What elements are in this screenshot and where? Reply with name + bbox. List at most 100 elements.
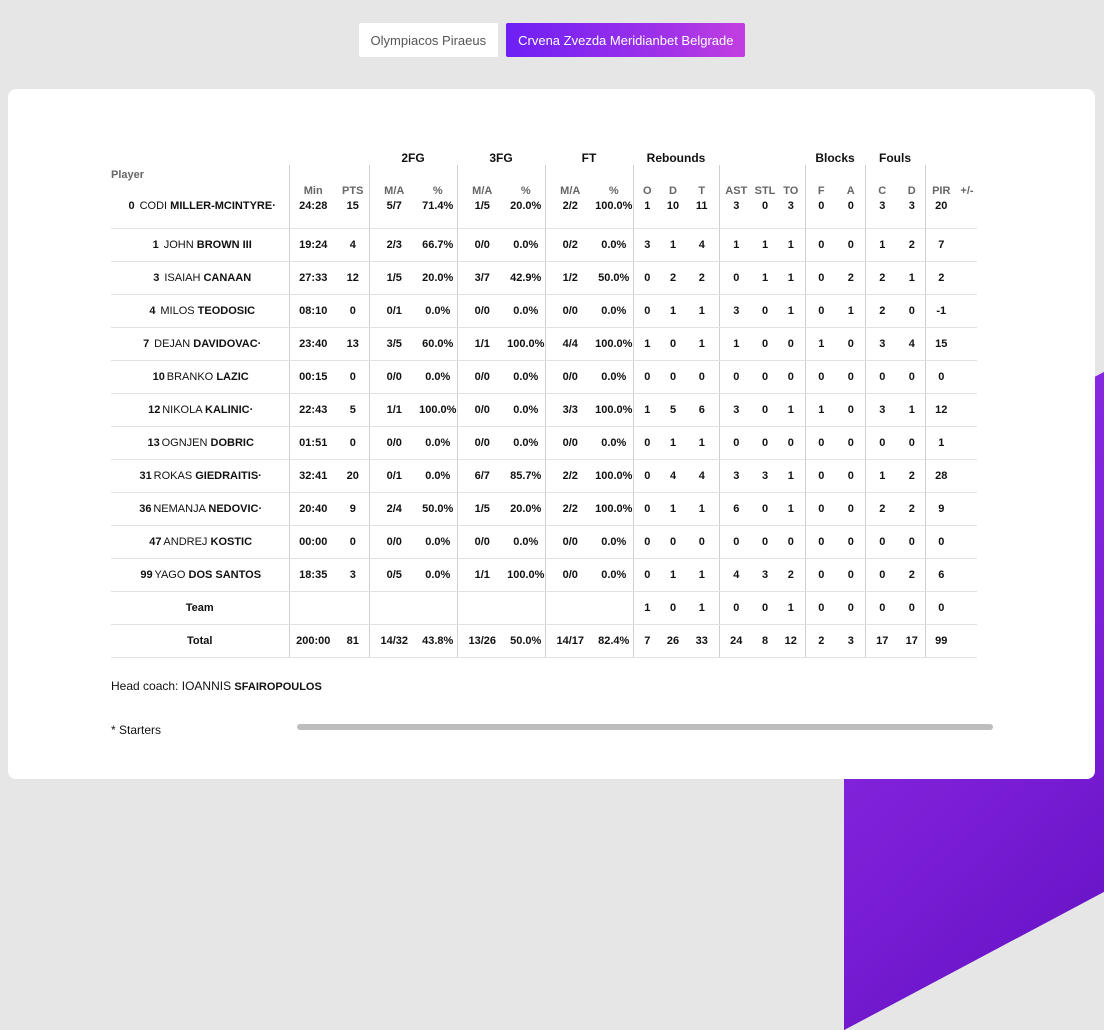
stat-foul-d: 2 [899, 492, 925, 526]
boxscore-table: 2FG 3FG FT Rebounds Blocks Fouls Player … [111, 133, 977, 658]
stat-reb-d: 0 [661, 360, 685, 394]
stat-ft-ma: 0/0 [544, 558, 595, 592]
stat-reb-d: 2 [661, 261, 685, 295]
stat-3fg-pct: 85.7% [507, 459, 545, 493]
player-row: 47 ANDREJ KOSTIC 00:00 0 0/0 0.0% 0/0 0.0% 0/0 0.… [111, 525, 977, 559]
stat-3fg-pct: 0.0% [507, 360, 545, 394]
player-first-name: NEMANJA [153, 503, 206, 515]
group-rebounds: Rebounds [646, 151, 706, 165]
player-name-cell[interactable]: 99 YAGO DOS SANTOS [111, 558, 289, 592]
player-row: 3 ISAIAH CANAAN 27:33 12 1/5 20.0% 3/7 42.9% 1/2… [111, 261, 977, 295]
player-row: 0 CODI MILLER-MCINTYRE· 24:28 15 5/7 71.4% 1/5… [111, 197, 977, 229]
player-last-name: BROWN III [196, 239, 252, 251]
stat-3fg-ma: 3/7 [456, 261, 507, 295]
stat-ft-ma: 0/0 [544, 360, 595, 394]
stat-pts: 9 [337, 492, 369, 526]
player-number: 3 [153, 272, 160, 284]
stat-blk-f: 0 [804, 492, 837, 526]
stat-3fg-ma: 0/0 [456, 426, 507, 460]
player-name-cell[interactable]: 3 ISAIAH CANAAN [111, 261, 289, 295]
stat-2fg-pct: 66.7% [419, 228, 457, 262]
coach-last-name: SFAIROPOULOS [234, 681, 322, 693]
stat-stl: 0 [753, 393, 777, 427]
stat-reb-t: 1 [685, 294, 719, 328]
stat-ft-ma: 0/0 [544, 426, 595, 460]
stat-2fg-pct: 0.0% [419, 558, 457, 592]
coach-first-name: IOANNIS [181, 679, 232, 693]
player-name-cell[interactable]: 31 ROKAS GIEDRAITIS· [111, 459, 289, 493]
tab-olympiacos[interactable]: Olympiacos Piraeus [358, 23, 499, 57]
player-last-name: GIEDRAITIS· [195, 470, 262, 482]
stat-foul-d: 1 [899, 261, 925, 295]
stat-pts: 81 [337, 624, 369, 658]
player-header: Player [111, 169, 145, 181]
col-header-blk-a: A [846, 185, 855, 197]
player-name-cell[interactable]: 7 DEJAN DAVIDOVAC· [111, 327, 289, 361]
player-first-name: CODI [139, 200, 168, 212]
stat-to: 0 [777, 426, 805, 460]
stat-3fg-pct: 20.0% [507, 492, 545, 526]
stat-foul-c: 2 [864, 261, 899, 295]
stat-blk-f: 0 [804, 294, 837, 328]
stat-min: 200:00 [288, 624, 337, 658]
stat-pir: 0 [924, 525, 957, 559]
horizontal-scrollbar[interactable] [297, 724, 993, 730]
player-last-name: NEDOVIC· [208, 503, 263, 515]
stat-ast: 24 [718, 624, 753, 658]
player-first-name: BRANKO [166, 371, 214, 383]
stat-reb-o: 0 [632, 492, 661, 526]
stat-stl: 8 [753, 624, 777, 658]
player-name-cell[interactable]: 1 JOHN BROWN III [111, 228, 289, 262]
stat-foul-c: 0 [864, 360, 899, 394]
col-header-reb-d: D [669, 185, 677, 197]
coach-prefix: Head coach: [111, 679, 179, 693]
player-first-name: ROKAS [153, 470, 193, 482]
stat-min: 20:40 [288, 492, 337, 526]
stat-foul-d: 0 [899, 591, 925, 625]
player-first-name: ANDREJ [163, 536, 208, 548]
stat-to: 1 [777, 294, 805, 328]
stat-to: 0 [777, 525, 805, 559]
stat-ft-pct: 0.0% [595, 294, 633, 328]
player-name-cell[interactable]: 36 NEMANJA NEDOVIC· [111, 492, 289, 526]
stat-reb-d: 26 [661, 624, 685, 658]
player-first-name: OGNJEN [161, 437, 208, 449]
stat-blk-f: 0 [804, 558, 837, 592]
player-first-name: DEJAN [154, 338, 191, 350]
stat-3fg-pct: 0.0% [507, 294, 545, 328]
stat-2fg-pct: 50.0% [419, 492, 457, 526]
player-name-cell[interactable]: 13 OGNJEN DOBRIC [111, 426, 289, 460]
stat-min: 23:40 [288, 327, 337, 361]
stat-min: 18:35 [288, 558, 337, 592]
stat-foul-d: 3 [899, 197, 925, 229]
stat-3fg-pct [507, 591, 545, 625]
group-2fg: 2FG [401, 151, 425, 165]
player-name-cell[interactable]: 10 BRANKO LAZIC [111, 360, 289, 394]
stat-foul-c: 1 [864, 459, 899, 493]
stat-reb-t: 4 [685, 459, 719, 493]
stat-min: 00:15 [288, 360, 337, 394]
stat-reb-o: 0 [632, 459, 661, 493]
col-header-2fg-pct: % [432, 185, 443, 197]
player-name-cell[interactable]: 12 NIKOLA KALINIC· [111, 393, 289, 427]
stat-3fg-pct: 50.0% [507, 624, 545, 658]
stat-pir: 0 [924, 360, 957, 394]
stat-2fg-ma: 0/0 [368, 525, 419, 559]
stat-stl: 3 [753, 459, 777, 493]
tab-crvena-zvezda[interactable]: Crvena Zvezda Meridianbet Belgrade [506, 23, 746, 57]
col-header-ft-pct: % [608, 185, 619, 197]
stat-stl: 0 [753, 525, 777, 559]
player-name-cell[interactable]: 47 ANDREJ KOSTIC [111, 525, 289, 559]
player-name-cell[interactable]: 0 CODI MILLER-MCINTYRE· [111, 197, 289, 229]
col-header-foul-d: D [907, 185, 916, 197]
player-last-name: TEODOSIC [197, 305, 256, 317]
stat-3fg-ma: 13/26 [456, 624, 507, 658]
player-first-name: NIKOLA [162, 404, 202, 416]
stat-blk-a: 0 [837, 197, 865, 229]
stat-min [288, 591, 337, 625]
stat-plus-minus [957, 197, 977, 229]
stat-pir: 2 [924, 261, 957, 295]
boxscore-card: 2FG 3FG FT Rebounds Blocks Fouls Player … [8, 89, 1095, 779]
player-name-cell[interactable]: 4 MILOS TEODOSIC [111, 294, 289, 328]
stat-2fg-ma: 2/4 [368, 492, 419, 526]
